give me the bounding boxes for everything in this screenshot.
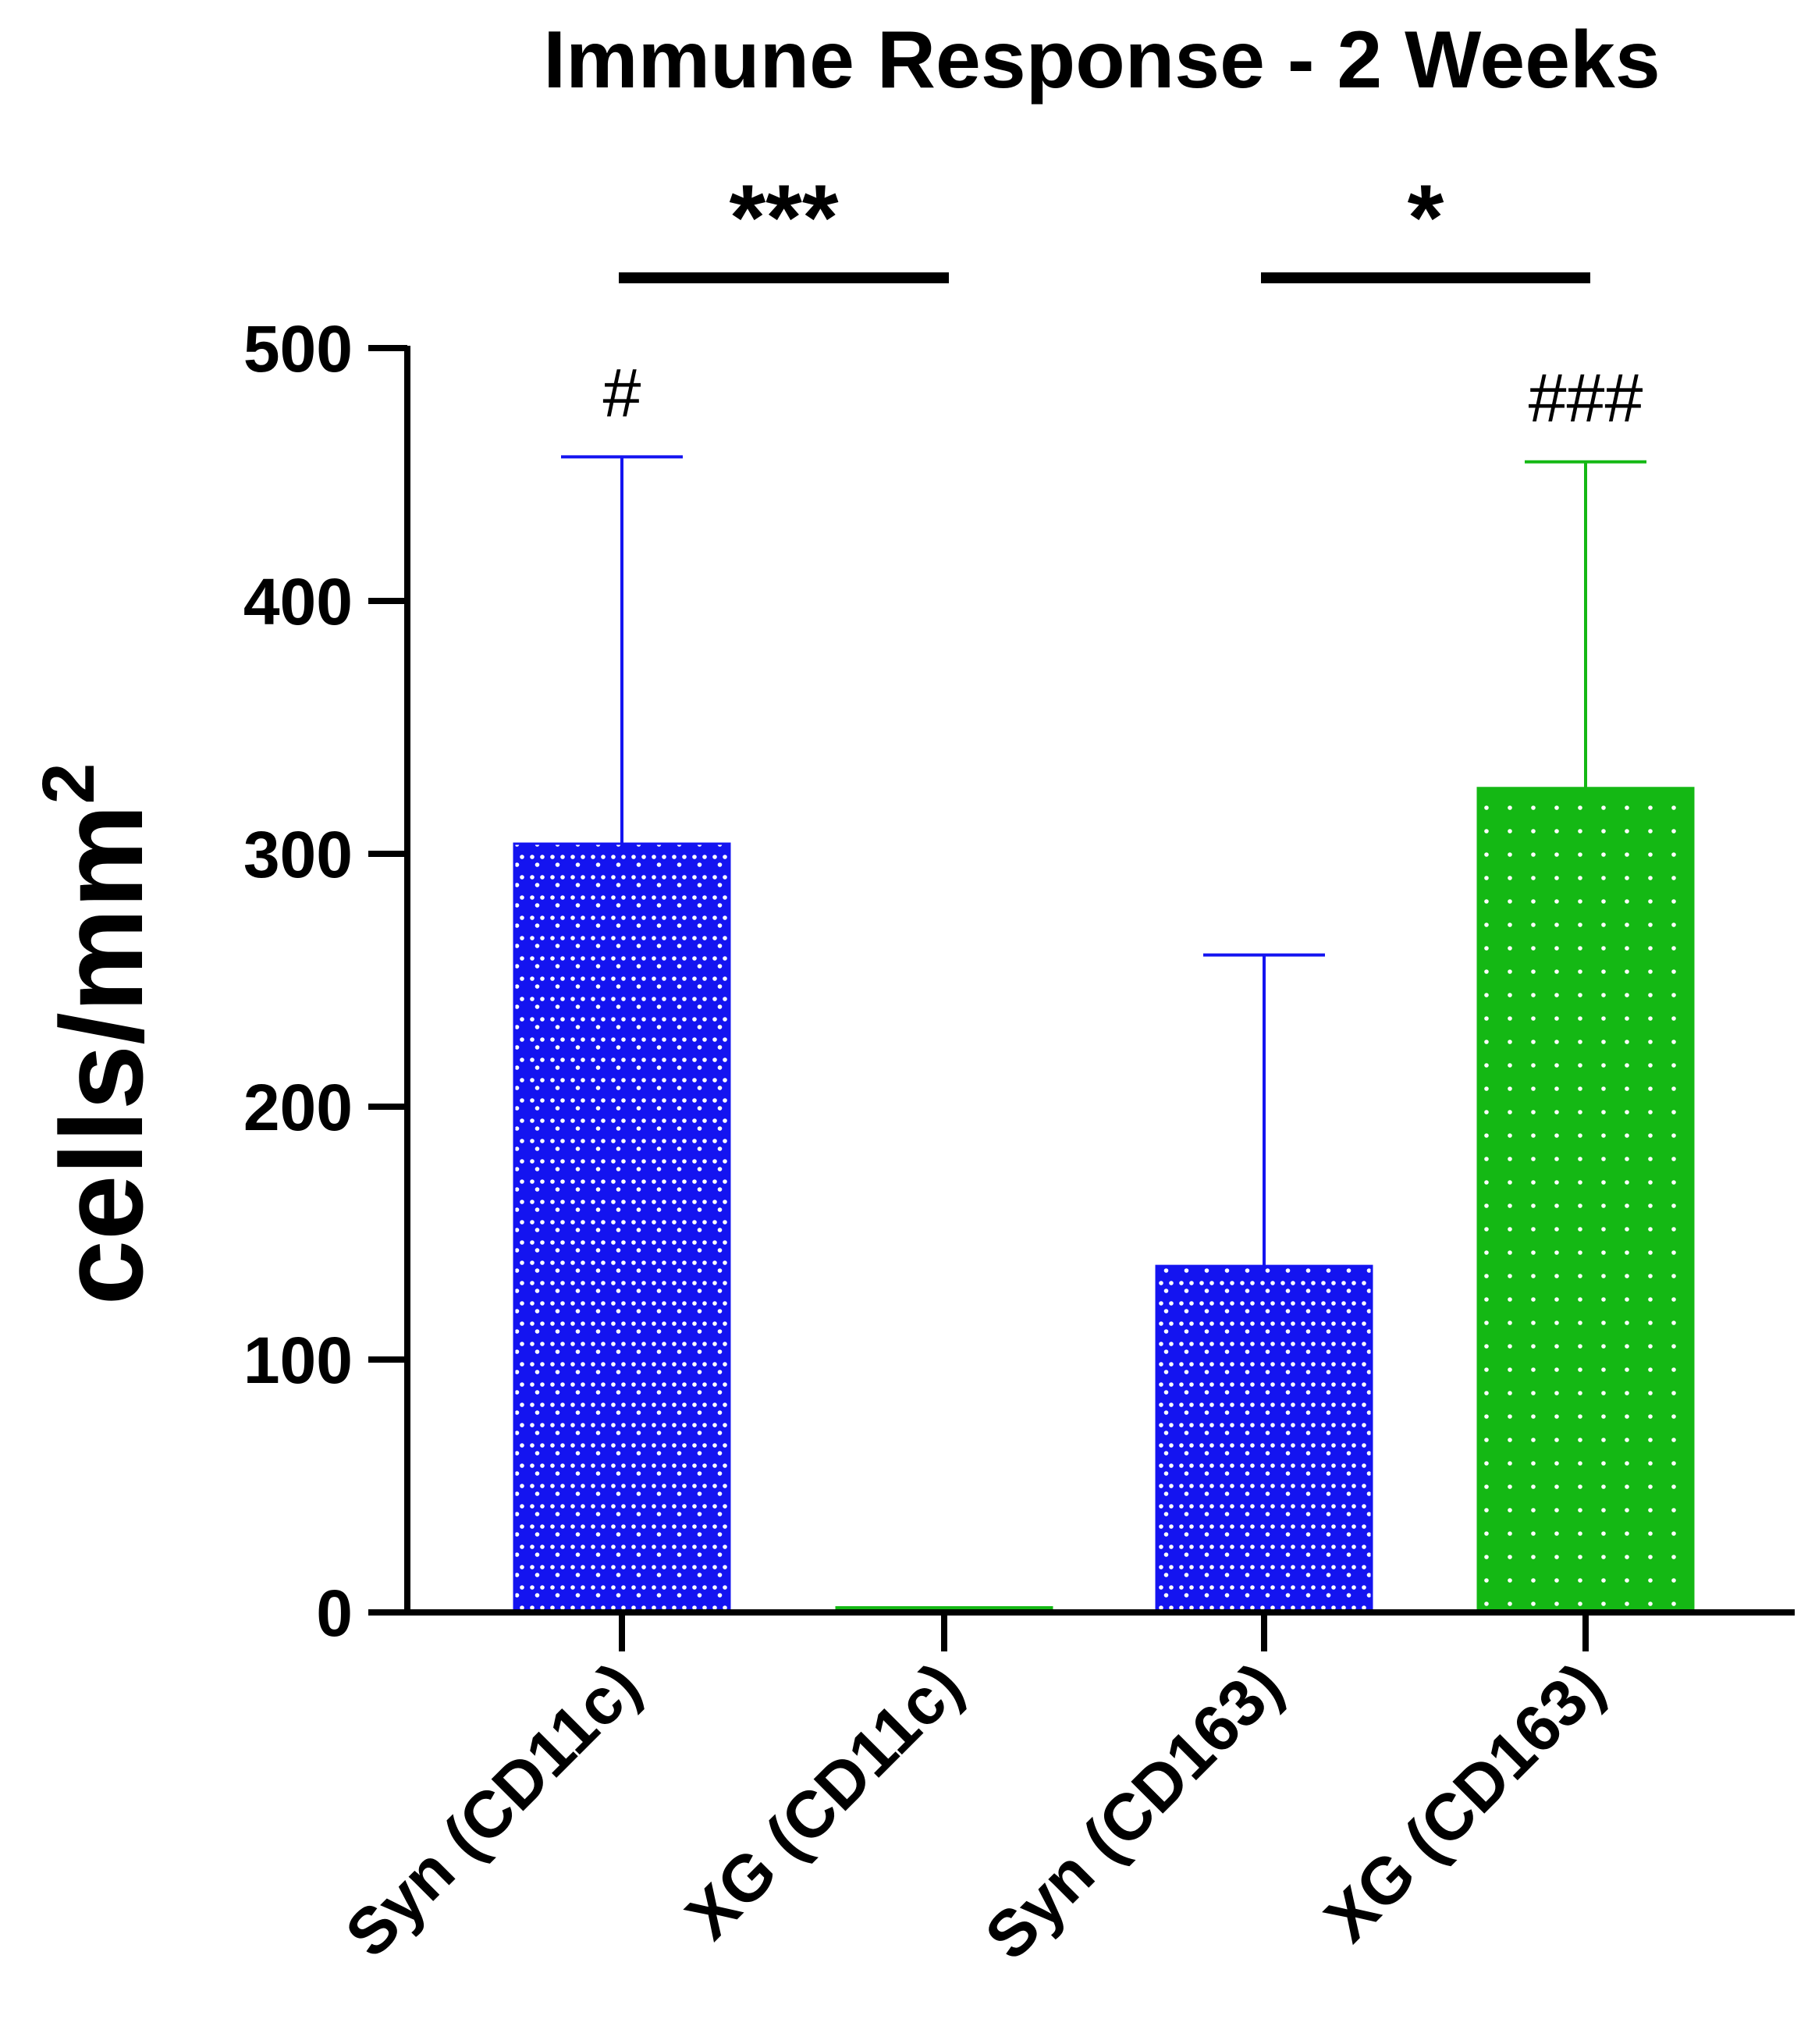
y-tick-label: 100 bbox=[243, 1324, 353, 1397]
y-tick-label: 300 bbox=[243, 818, 353, 891]
svg-text:cells/mm2: cells/mm2 bbox=[27, 763, 167, 1306]
bar bbox=[1476, 787, 1695, 1614]
y-tick-label: 400 bbox=[243, 565, 353, 638]
y-axis-label: cells/mm2 bbox=[27, 763, 167, 1306]
x-tick-label: XG (CD163) bbox=[1310, 1648, 1617, 1955]
y-tick-label: 200 bbox=[243, 1071, 353, 1144]
significance-label: * bbox=[1408, 165, 1444, 270]
significance-marker: # bbox=[603, 354, 641, 431]
significance-label: *** bbox=[729, 165, 838, 270]
y-tick-label: 500 bbox=[243, 312, 353, 386]
bar bbox=[513, 842, 731, 1614]
bar bbox=[1155, 1264, 1373, 1614]
x-tick-label: Syn (CD163) bbox=[971, 1648, 1295, 1973]
significance-marker: ### bbox=[1529, 359, 1643, 436]
x-tick-label: XG (CD11c) bbox=[672, 1648, 976, 1953]
y-axis-label-superscript: 2 bbox=[27, 763, 110, 805]
y-tick-label: 0 bbox=[316, 1577, 353, 1650]
y-axis-label-text: cells/mm bbox=[36, 804, 167, 1305]
chart-title: Immune Response - 2 Weeks bbox=[543, 15, 1660, 105]
x-tick-label: Syn (CD11c) bbox=[332, 1648, 654, 1971]
